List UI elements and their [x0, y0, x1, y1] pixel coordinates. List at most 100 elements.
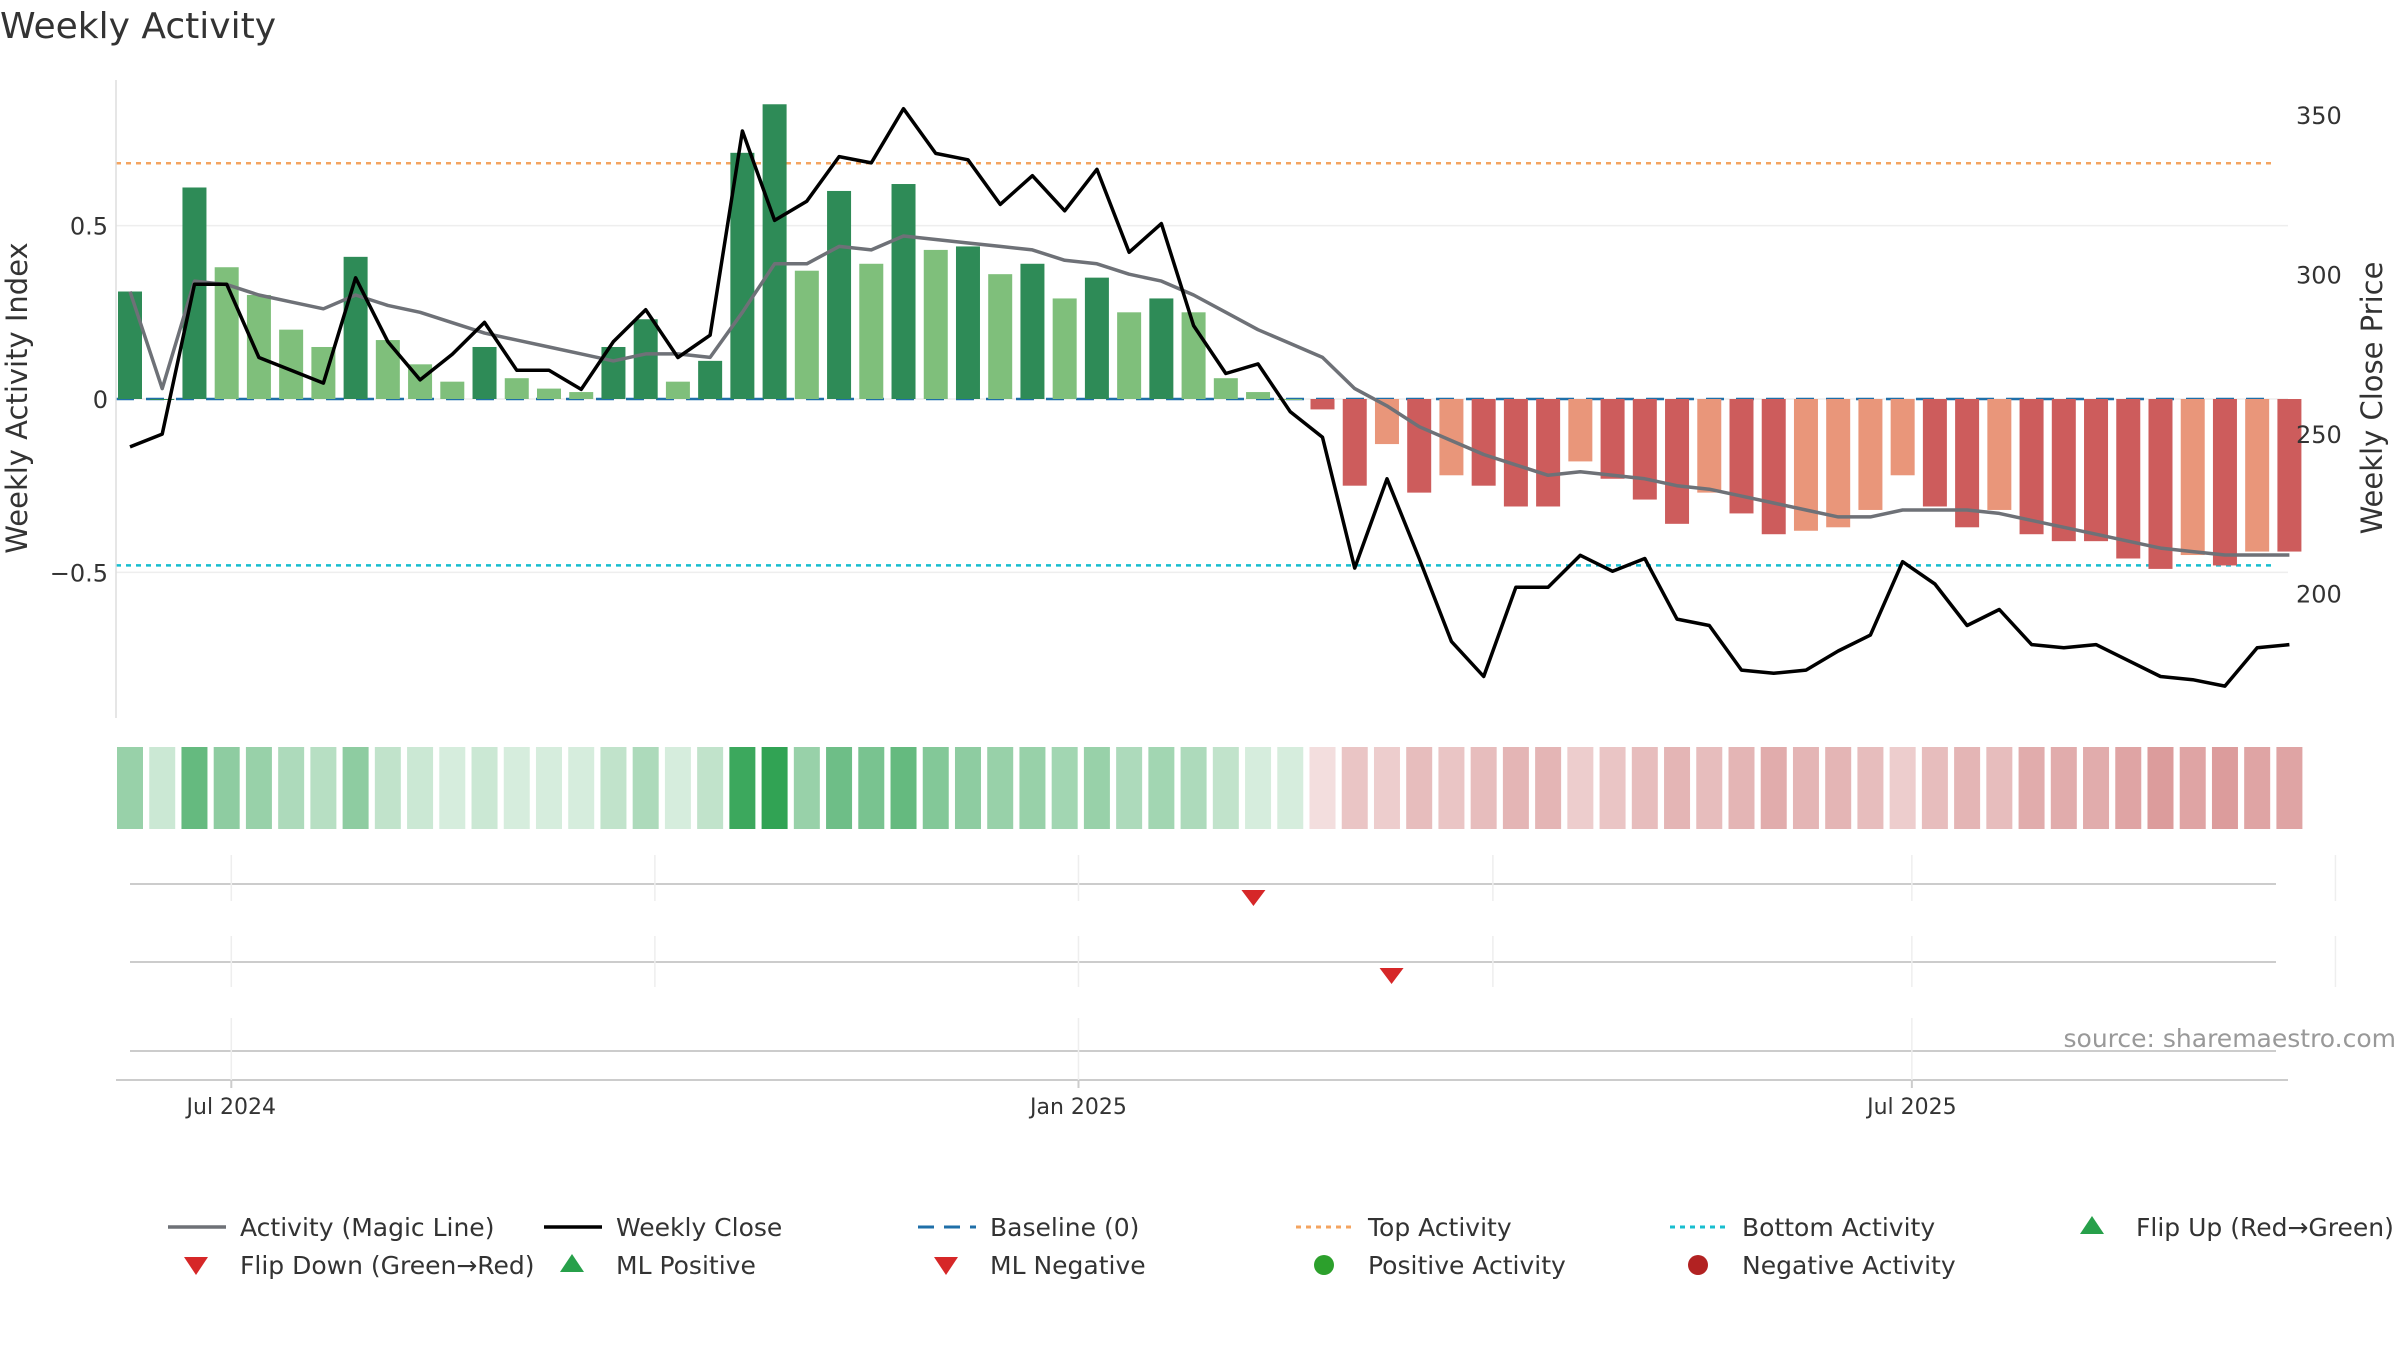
legend-label: Bottom Activity [1742, 1213, 1935, 1242]
strip-cell [1921, 747, 1948, 829]
legend-item-ml-neg: ML Negative [934, 1251, 1146, 1280]
strip-cell [278, 747, 305, 829]
legend-label: Activity (Magic Line) [240, 1213, 494, 1242]
strip-cell [1341, 747, 1368, 829]
activity-bar [923, 249, 948, 399]
strip-cell [1019, 747, 1046, 829]
right-axis-label: Weekly Close Price [2355, 262, 2389, 535]
strip-cell [826, 747, 853, 829]
activity-bar [1407, 399, 1432, 493]
activity-bar [859, 263, 884, 399]
activity-bar [1471, 399, 1496, 486]
strip-cell [1470, 747, 1497, 829]
strip-cell [1116, 747, 1143, 829]
strip-cell [439, 747, 466, 829]
legend-item-pos-act: Positive Activity [1314, 1251, 1566, 1280]
strip-cell [245, 747, 272, 829]
strip-cell [1406, 747, 1433, 829]
activity-bar [827, 190, 852, 399]
strip-cell [664, 747, 691, 829]
flip-down-marker [1241, 890, 1266, 906]
activity-bar [504, 378, 529, 399]
legend-label: ML Negative [990, 1251, 1146, 1280]
strip-cell [1309, 747, 1336, 829]
x-tick-label: Jan 2025 [1028, 1095, 1127, 1120]
legend-item-top: Top Activity [1296, 1213, 1512, 1242]
activity-bar [1697, 399, 1722, 493]
activity-bar [891, 184, 916, 399]
activity-bar [1826, 399, 1851, 528]
strip-cell [1857, 747, 1884, 829]
strip-cell [1373, 747, 1400, 829]
strip-cell [1986, 747, 2013, 829]
strip-cell [471, 747, 498, 829]
legend-label: Baseline (0) [990, 1213, 1139, 1242]
strip-cell [954, 747, 981, 829]
activity-bar [182, 187, 207, 399]
strip-cell [1567, 747, 1594, 829]
legend-item-close: Weekly Close [544, 1213, 782, 1242]
left-tick-label: −0.5 [50, 559, 108, 587]
strip-cell [1954, 747, 1981, 829]
legend-label: Flip Down (Green→Red) [240, 1251, 535, 1280]
strip-cell [2018, 747, 2045, 829]
strip-cell [2211, 747, 2238, 829]
legend: Activity (Magic Line) Weekly Close Baselin… [168, 1213, 2394, 1280]
strip-cell [2276, 747, 2303, 829]
legend-swatch [1688, 1255, 1708, 1275]
activity-bar [1600, 399, 1625, 479]
magic-line [128, 234, 2290, 557]
left-tick-label: 0 [93, 386, 108, 414]
x-tick-label: Jul 2025 [1865, 1095, 1957, 1120]
activity-bar [633, 319, 658, 399]
strip-cell [1051, 747, 1078, 829]
strip-cell [1083, 747, 1110, 829]
activity-bar [1020, 263, 1045, 399]
activity-bar [1922, 399, 1947, 507]
legend-label: Top Activity [1367, 1213, 1512, 1242]
activity-bar [1213, 378, 1238, 399]
strip-cell [310, 747, 337, 829]
legend-item-flip-up: Flip Up (Red→Green) [2080, 1213, 2394, 1242]
activity-bar [1342, 399, 1367, 486]
strip-cell [117, 747, 143, 829]
activity-bar [1665, 399, 1690, 524]
strip-cell [213, 747, 240, 829]
strip-cell [1245, 747, 1272, 829]
legend-label: Positive Activity [1368, 1251, 1566, 1280]
strip-cell [697, 747, 724, 829]
strip-cell [1825, 747, 1852, 829]
strip-cell [2050, 747, 2077, 829]
legend-swatch [2080, 1216, 2104, 1234]
activity-bar [955, 246, 980, 399]
activity-bar [698, 360, 723, 399]
weekly-close-line [129, 106, 2290, 688]
legend-item-flip-down: Flip Down (Green→Red) [184, 1251, 535, 1280]
activity-bar [1503, 399, 1528, 507]
source-credit: source: sharemaestro.com [2064, 1024, 2397, 1053]
activity-bar [1278, 399, 1303, 400]
activity-bar [150, 399, 175, 400]
strip-cell [793, 747, 820, 829]
legend-label: ML Positive [616, 1251, 756, 1280]
activity-bar [1084, 277, 1109, 399]
legend-item-neg-act: Negative Activity [1688, 1251, 1956, 1280]
strip-cell [2147, 747, 2174, 829]
legend-item-bottom: Bottom Activity [1670, 1213, 1935, 1242]
strip-cell [2115, 747, 2142, 829]
legend-swatch [1314, 1255, 1334, 1275]
activity-bar [2212, 399, 2237, 566]
activity-bar [536, 388, 561, 399]
strip-cell [149, 747, 176, 829]
strip-cell [2083, 747, 2110, 829]
activity-bar [1761, 399, 1786, 535]
legend-label: Negative Activity [1742, 1251, 1956, 1280]
activity-bar [1246, 392, 1271, 399]
activity-bar [1890, 399, 1915, 476]
strip-cell [1502, 747, 1529, 829]
activity-bar [1052, 298, 1077, 399]
activity-bar [1568, 399, 1593, 462]
strip-cell [1728, 747, 1755, 829]
activity-bar [569, 392, 594, 399]
flip-rows [130, 855, 2337, 1080]
